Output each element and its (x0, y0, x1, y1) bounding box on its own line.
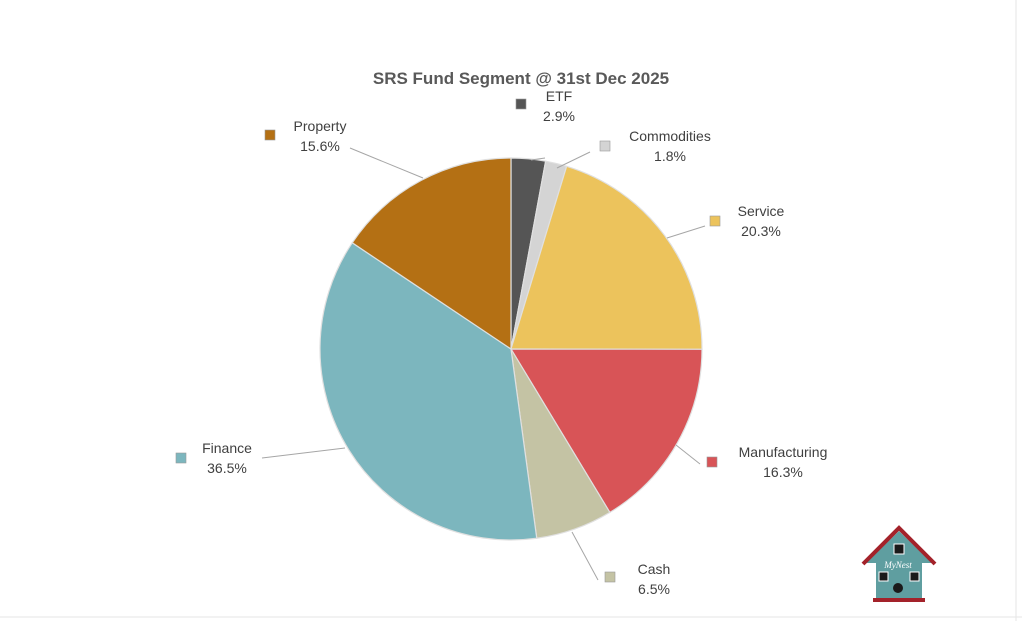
pie-labels: ETF 2.9% Commodities 1.8% Service 20.3% Manufa… (175, 88, 828, 597)
leader-line-cash (571, 531, 599, 581)
logo-window-left (878, 571, 889, 582)
logo-window-top (893, 543, 905, 555)
leader-line-etf (530, 157, 546, 161)
logo-base (873, 598, 925, 602)
logo-text: MyNest (883, 560, 912, 570)
pie-slice-property (351, 157, 512, 351)
slice-label-service: Service (738, 203, 785, 219)
slice-label-etf: ETF (546, 88, 572, 104)
slice-label-commodities: Commodities (629, 128, 711, 144)
leader-line-commodities (556, 151, 591, 169)
leader-line-service (666, 225, 706, 239)
slice-percent-finance: 36.5% (207, 460, 247, 476)
pie-slice-finance (319, 241, 538, 541)
legend-marker-manufacturing (706, 456, 718, 468)
leader-line-finance (261, 447, 346, 459)
pie-slices (319, 157, 703, 541)
slice-percent-property: 15.6% (300, 138, 340, 154)
legend-marker-etf (515, 98, 527, 110)
slice-percent-commodities: 1.8% (654, 148, 686, 164)
slice-label-property: Property (294, 118, 347, 134)
slice-label-manufacturing: Manufacturing (739, 444, 828, 460)
slice-label-cash: Cash (638, 561, 671, 577)
legend-marker-property (264, 129, 276, 141)
leader-line-property (349, 147, 424, 179)
slice-percent-service: 20.3% (741, 223, 781, 239)
legend-marker-commodities (599, 140, 611, 152)
slice-percent-etf: 2.9% (543, 108, 575, 124)
legend-marker-finance (175, 452, 187, 464)
legend-marker-service (709, 215, 721, 227)
slice-percent-cash: 6.5% (638, 581, 670, 597)
leader-line-manufacturing (675, 444, 701, 465)
pie-slice-manufacturing (509, 348, 703, 514)
logo-window-right (909, 571, 920, 582)
logo-door (893, 583, 903, 593)
mynest-logo: MyNest (861, 525, 937, 602)
slice-percent-manufacturing: 16.3% (763, 464, 803, 480)
pie-slice-service (510, 165, 703, 350)
slice-label-finance: Finance (202, 440, 252, 456)
logo-roof (861, 525, 937, 566)
chart-title: SRS Fund Segment @ 31st Dec 2025 (373, 69, 669, 88)
legend-marker-cash (604, 571, 616, 583)
